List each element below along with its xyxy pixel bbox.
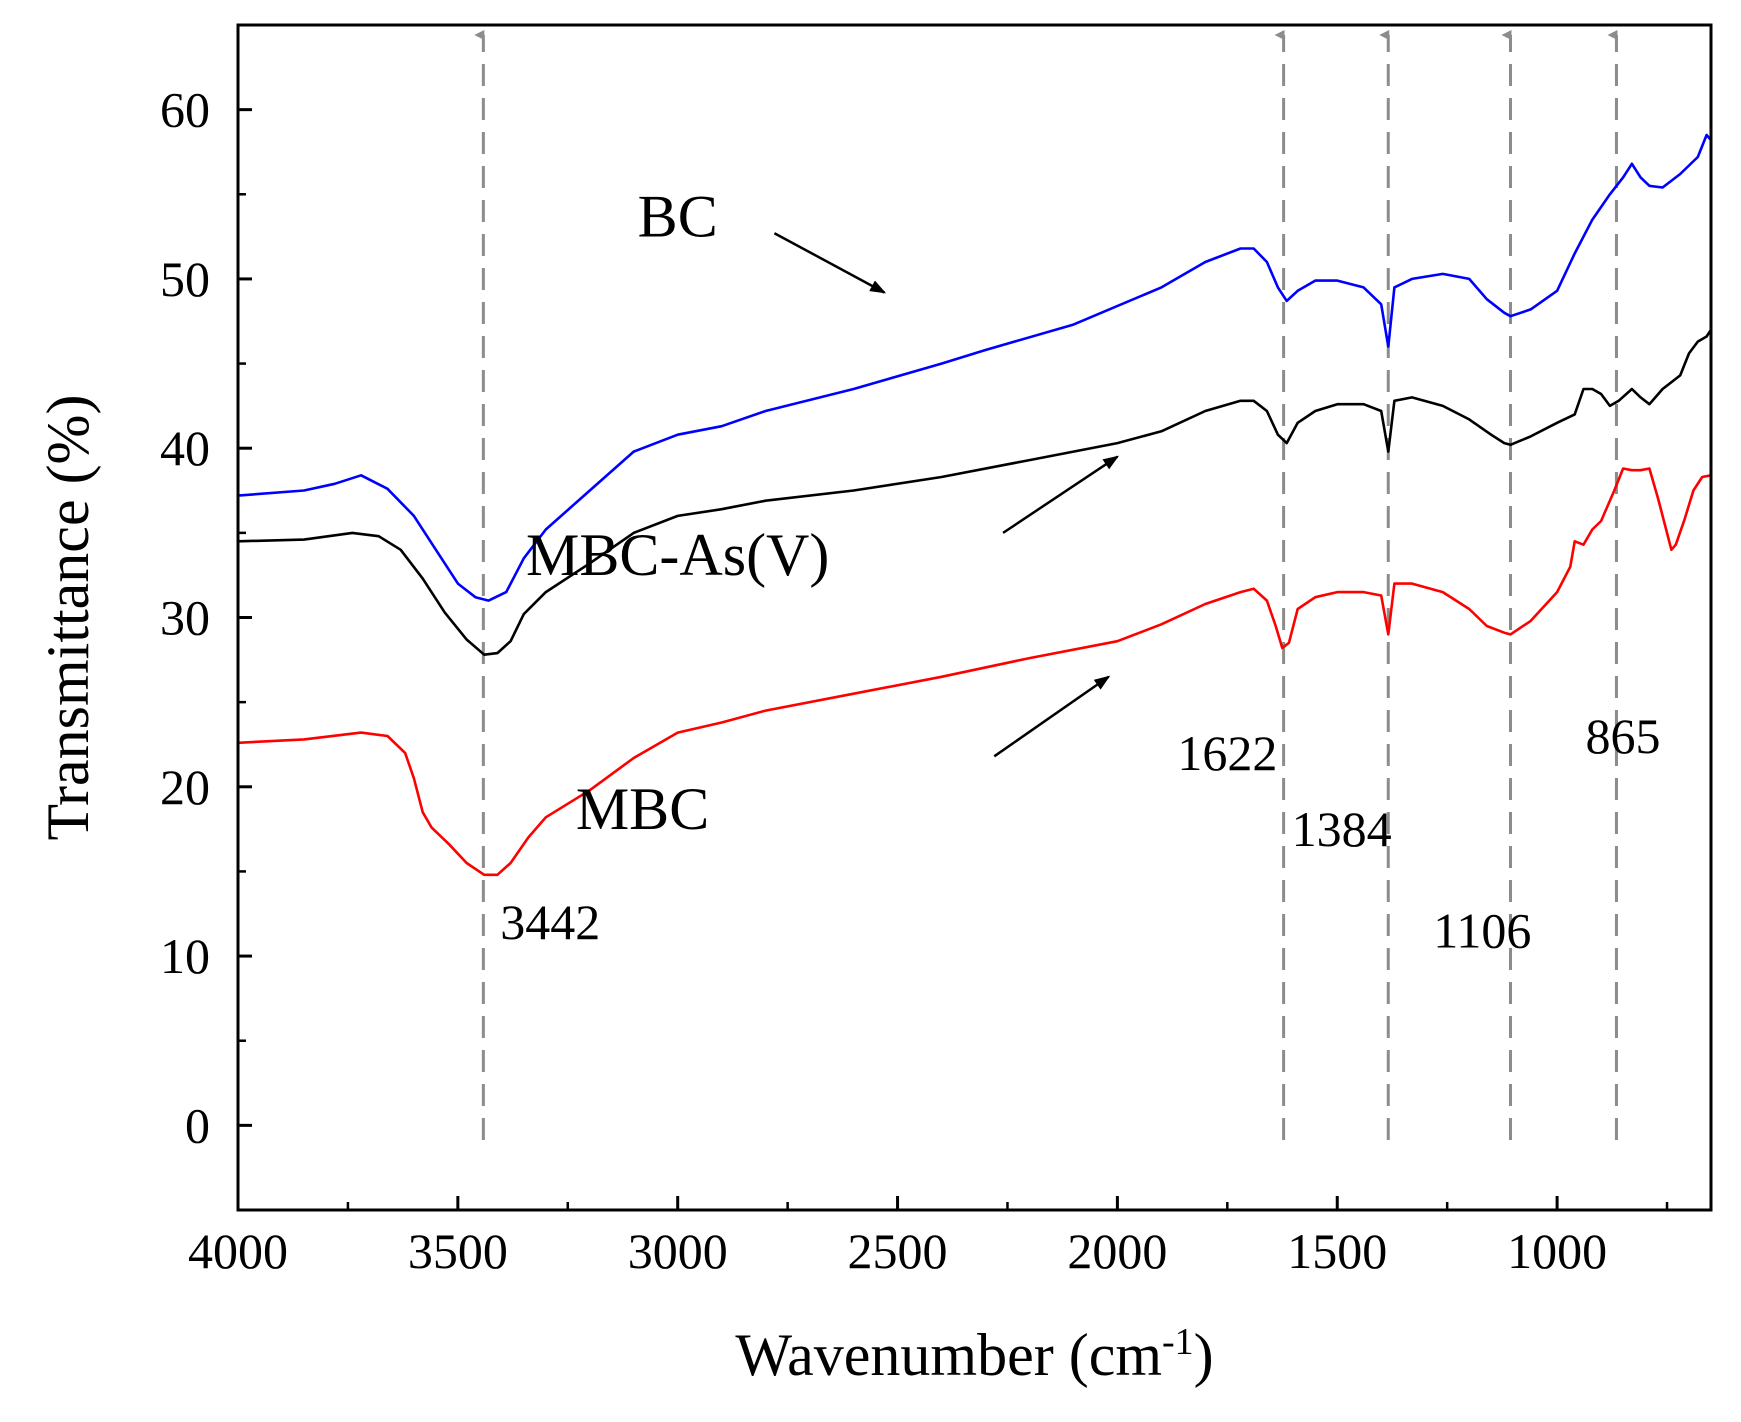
- y-tick-label: 10: [160, 928, 210, 984]
- y-tick-label: 40: [160, 420, 210, 476]
- x-tick-label: 4000: [188, 1223, 288, 1279]
- series-line-MBC: [237, 467, 1712, 877]
- peak-label-3442: 3442: [500, 894, 600, 950]
- y-tick-label: 30: [160, 590, 210, 646]
- x-axis-title: Wavenumber (cm-1): [735, 1321, 1213, 1388]
- y-tick-label: 20: [160, 759, 210, 815]
- peak-label-1622: 1622: [1177, 725, 1277, 781]
- x-tick-label: 2500: [848, 1223, 948, 1279]
- series-arrow-MBC: [993, 675, 1111, 758]
- x-tick-label: 3000: [628, 1223, 728, 1279]
- annotations: 3442 1622 1384 1106 865 BC MBC-As(V) MBC: [500, 184, 1660, 959]
- y-tick-label: 0: [185, 1097, 210, 1153]
- series-lines: [237, 133, 1713, 877]
- series-label-MBC: MBC: [576, 776, 709, 842]
- series-label-BC: BC: [638, 184, 718, 250]
- series-arrow-MBC-As(V): [1002, 455, 1120, 534]
- x-tick-label: 1000: [1507, 1223, 1607, 1279]
- peak-label-865: 865: [1586, 708, 1661, 764]
- x-tick-label: 2000: [1067, 1223, 1167, 1279]
- x-axis-title-superscript: -1: [1162, 1321, 1194, 1363]
- axes: 4000 3500 3000 2500 2000 1500 1000 0 10 20 30 40 50 6…: [160, 23, 1669, 1279]
- x-axis-title-tail: ): [1194, 1322, 1214, 1388]
- y-axis-title: Transmittance (%): [35, 394, 101, 840]
- series-arrow-BC: [773, 232, 887, 294]
- marker-lines: [474, 30, 1618, 1140]
- plot-frame: [236, 23, 1713, 1212]
- x-axis-title-main: Wavenumber (cm: [735, 1322, 1162, 1388]
- x-tick-label: 3500: [408, 1223, 508, 1279]
- y-tick-label: 60: [160, 82, 210, 138]
- y-tick-label: 50: [160, 251, 210, 307]
- peak-label-1106: 1106: [1433, 903, 1531, 959]
- x-tick-label: 1500: [1287, 1223, 1387, 1279]
- series-label-MBC-As(V): MBC-As(V): [526, 522, 829, 588]
- series-line-BC: [237, 133, 1712, 602]
- peak-label-1384: 1384: [1292, 801, 1392, 857]
- series-line-MBC-As(V): [237, 328, 1713, 657]
